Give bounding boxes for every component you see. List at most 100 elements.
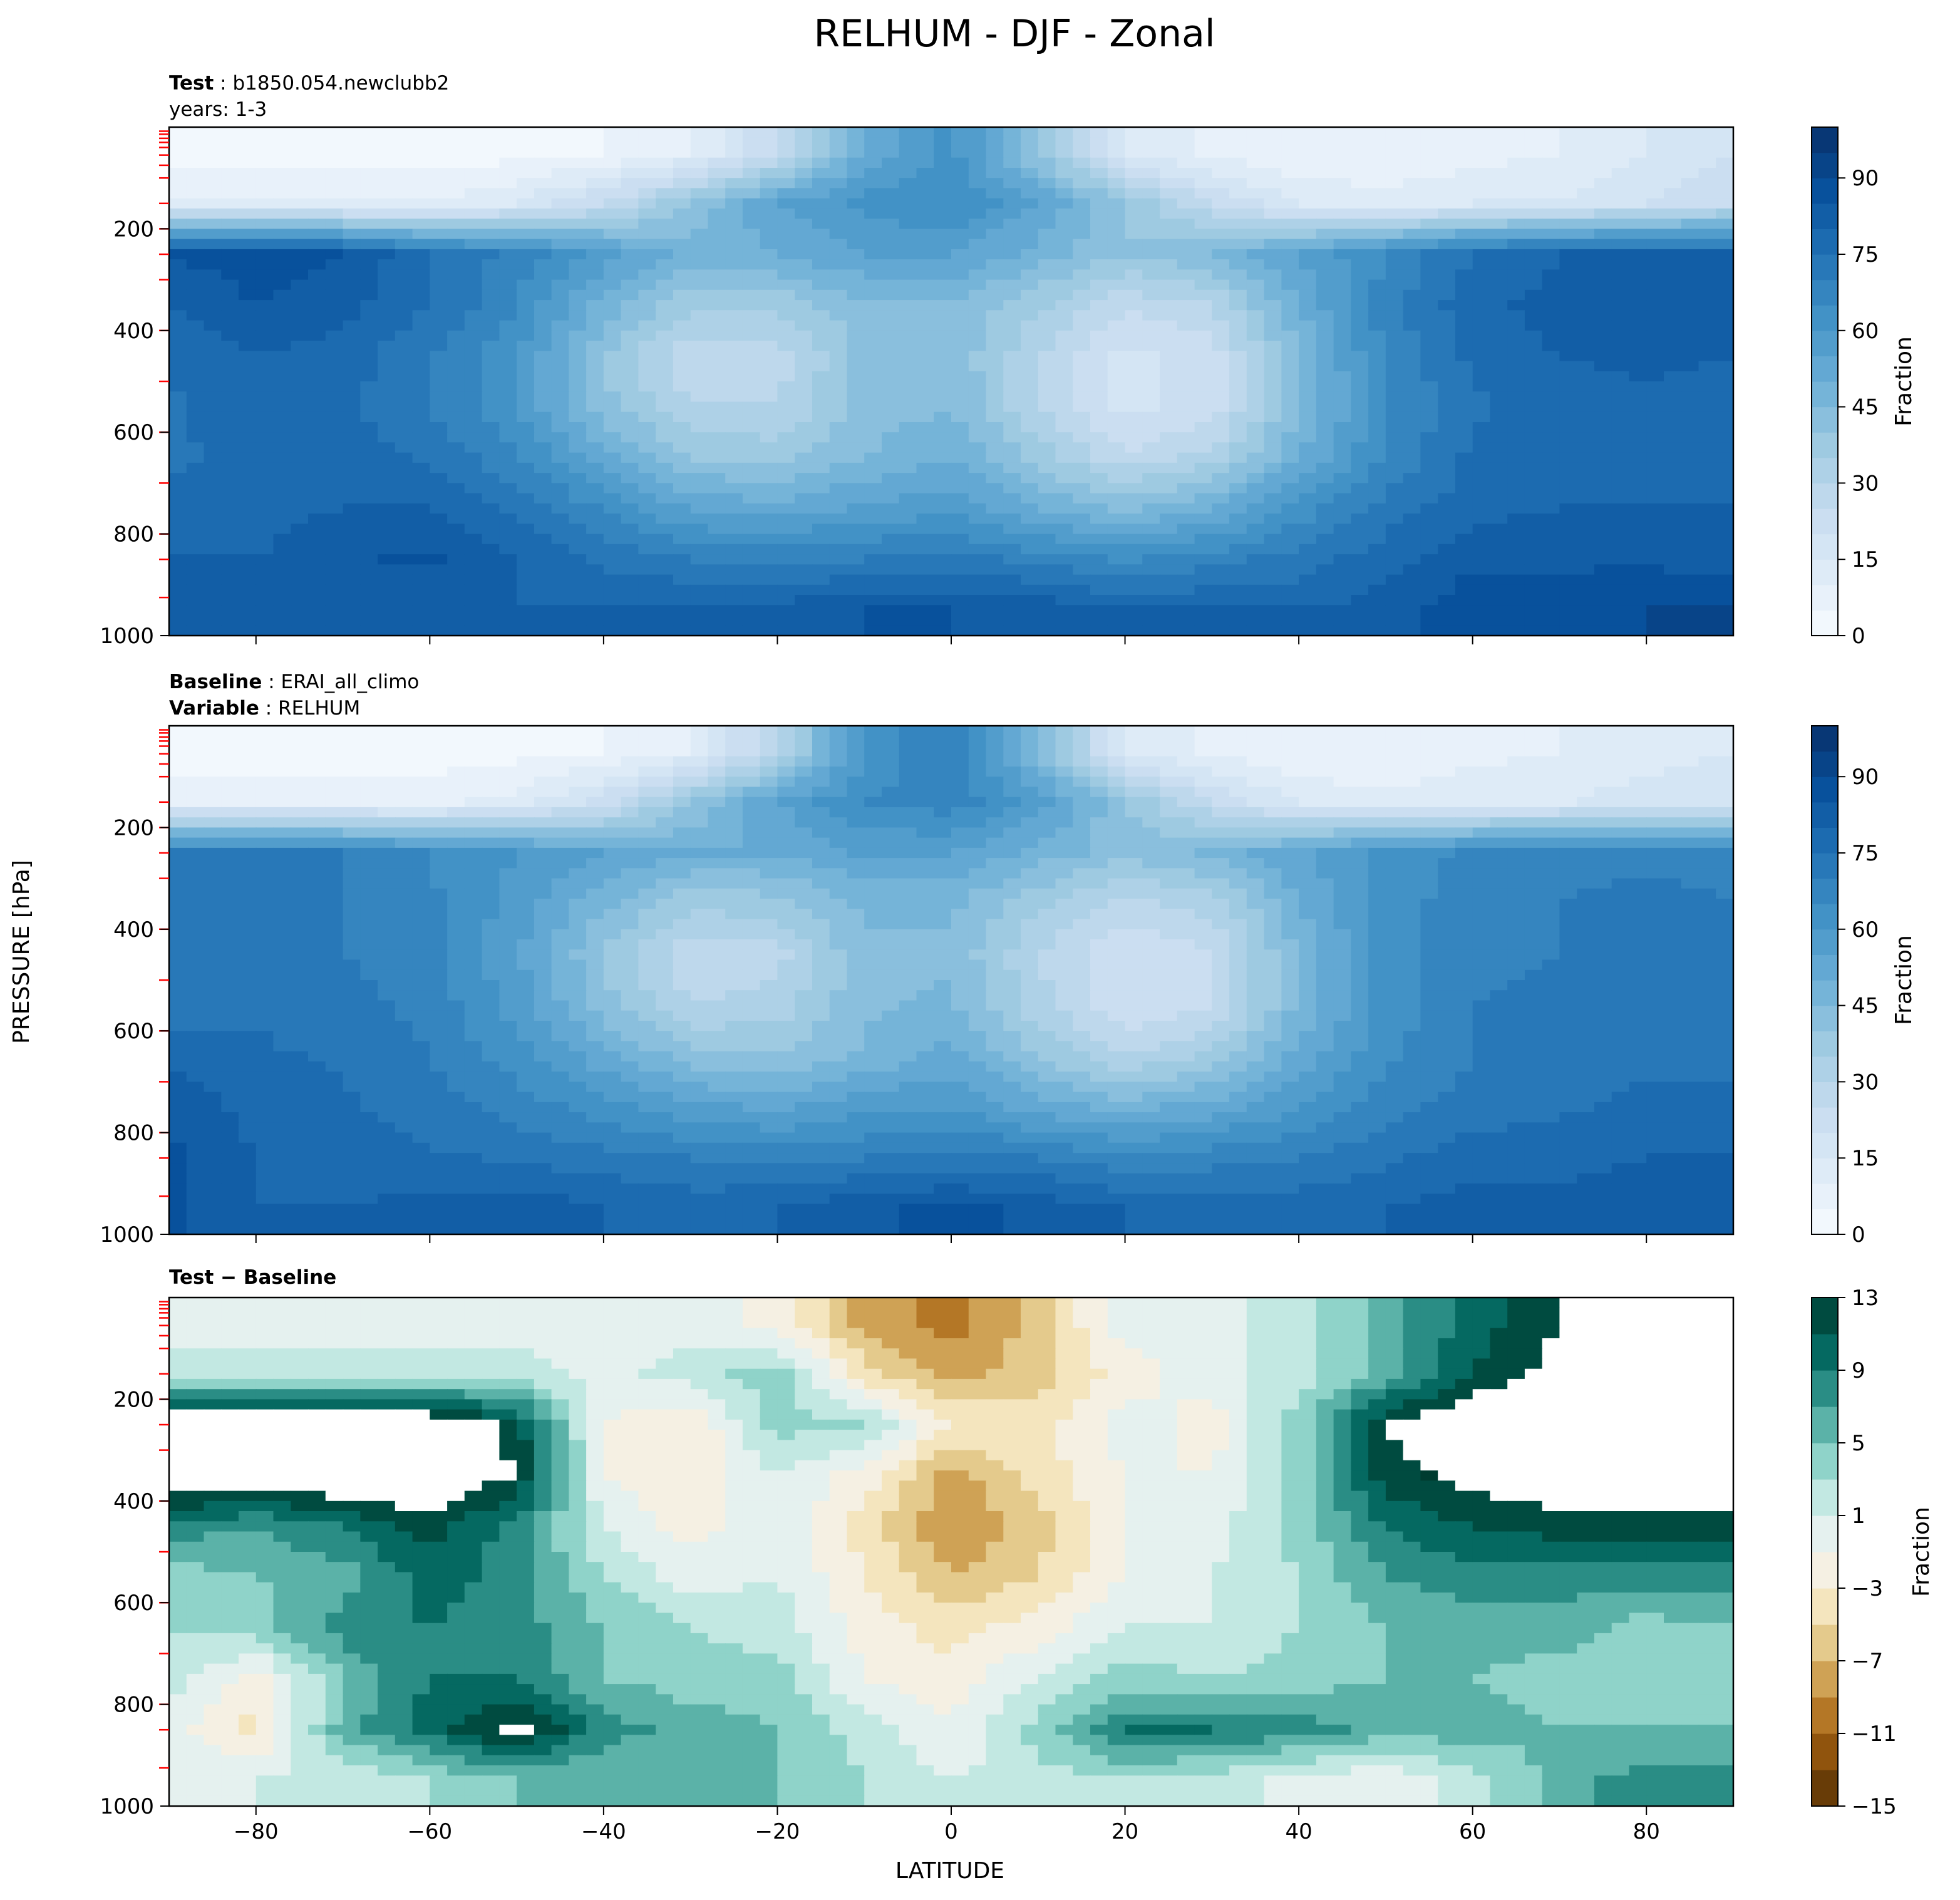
heatmap-cell <box>1542 361 1560 372</box>
heatmap-cell <box>1559 168 1577 178</box>
heatmap-cell <box>378 401 396 413</box>
heatmap-cell <box>1646 625 1664 636</box>
heatmap-cell <box>986 483 1004 494</box>
heatmap-cell <box>1212 300 1230 311</box>
heatmap-cell <box>430 605 448 616</box>
heatmap-cell <box>882 756 900 767</box>
heatmap-cell <box>499 756 517 767</box>
heatmap-cell <box>586 767 604 777</box>
heatmap-cell <box>343 767 361 777</box>
heatmap-cell <box>412 178 431 189</box>
heatmap-cell <box>760 605 778 616</box>
heatmap-cell <box>308 756 326 767</box>
heatmap-cell <box>1438 381 1456 392</box>
heatmap-cell <box>1438 462 1456 473</box>
heatmap-cell <box>1629 524 1648 535</box>
heatmap-cell <box>221 544 239 555</box>
heatmap-cell <box>551 239 570 250</box>
heatmap-cell <box>517 625 535 636</box>
heatmap-cell <box>395 514 413 525</box>
heatmap-cell <box>586 300 604 311</box>
heatmap-cell <box>812 401 830 413</box>
heatmap-cell <box>1524 371 1543 382</box>
heatmap-cell <box>221 401 239 413</box>
heatmap-cell <box>482 269 500 281</box>
heatmap-cell <box>1316 320 1334 331</box>
heatmap-cell <box>1246 503 1265 514</box>
heatmap-cell <box>812 289 830 301</box>
heatmap-cell <box>1664 746 1682 757</box>
heatmap-cell <box>1038 595 1056 606</box>
heatmap-cell <box>569 442 587 453</box>
heatmap-cell <box>1577 208 1595 219</box>
heatmap-cell <box>1629 229 1648 240</box>
heatmap-cell <box>325 736 344 747</box>
heatmap-cell <box>273 279 292 291</box>
heatmap-cell <box>1160 381 1178 392</box>
heatmap-cell <box>986 726 1004 736</box>
heatmap-cell <box>864 574 882 586</box>
heatmap-cell <box>1125 736 1143 747</box>
heatmap-cell <box>464 422 483 433</box>
heatmap-cell <box>412 381 431 392</box>
heatmap-cell <box>430 554 448 565</box>
heatmap-cell <box>1229 493 1247 504</box>
heatmap-cell <box>777 157 795 168</box>
heatmap-cell <box>1403 625 1421 636</box>
heatmap-cell <box>795 452 813 463</box>
heatmap-cell <box>708 564 726 576</box>
heatmap-cell <box>1142 239 1160 250</box>
heatmap-cell <box>899 310 917 321</box>
heatmap-cell <box>1177 756 1195 767</box>
heatmap-cell <box>1577 574 1595 586</box>
heatmap-cell <box>378 289 396 301</box>
heatmap-cell <box>1368 544 1386 555</box>
heatmap-cell <box>708 432 726 443</box>
heatmap-cell <box>1177 524 1195 535</box>
heatmap-cell <box>1073 432 1091 443</box>
heatmap-cell <box>725 147 743 158</box>
heatmap-cell <box>1681 493 1700 504</box>
heatmap-cell <box>1542 310 1560 321</box>
heatmap-cell <box>1490 198 1508 209</box>
heatmap-cell <box>1559 269 1577 281</box>
heatmap-cell <box>777 289 795 301</box>
heatmap-cell <box>1264 726 1282 736</box>
heatmap-cell <box>1594 239 1612 250</box>
heatmap-cell <box>186 574 205 586</box>
heatmap-cell <box>569 127 587 138</box>
heatmap-cell <box>1438 746 1456 757</box>
heatmap-cell <box>882 188 900 199</box>
heatmap-cell <box>221 422 239 433</box>
heatmap-cell <box>621 411 639 423</box>
heatmap-cell <box>725 534 743 545</box>
heatmap-cell <box>656 137 674 148</box>
heatmap-cell <box>725 756 743 767</box>
heatmap-cell <box>1559 198 1577 209</box>
heatmap-cell <box>1003 188 1021 199</box>
heatmap-cell <box>308 462 326 473</box>
heatmap-cell <box>899 524 917 535</box>
heatmap-cell <box>1368 208 1386 219</box>
heatmap-cell <box>534 168 552 178</box>
heatmap-cell <box>1716 371 1734 382</box>
heatmap-cell <box>708 452 726 463</box>
heatmap-cell <box>1403 554 1421 565</box>
heatmap-cell <box>690 584 709 596</box>
heatmap-cell <box>812 554 830 565</box>
heatmap-cell <box>1403 411 1421 423</box>
heatmap-cell <box>1003 574 1021 586</box>
heatmap-cell <box>482 554 500 565</box>
heatmap-cell <box>951 625 969 636</box>
heatmap-cell <box>760 625 778 636</box>
heatmap-cell <box>1559 473 1577 484</box>
heatmap-cell <box>1559 554 1577 565</box>
colorbar-segment <box>1812 534 1838 560</box>
heatmap-cell <box>1142 746 1160 757</box>
heatmap-cell <box>1003 137 1021 148</box>
heatmap-cell <box>829 178 848 189</box>
heatmap-cell <box>603 767 622 777</box>
heatmap-cell <box>378 320 396 331</box>
heatmap-cell <box>325 615 344 626</box>
heatmap-cell <box>447 756 465 767</box>
